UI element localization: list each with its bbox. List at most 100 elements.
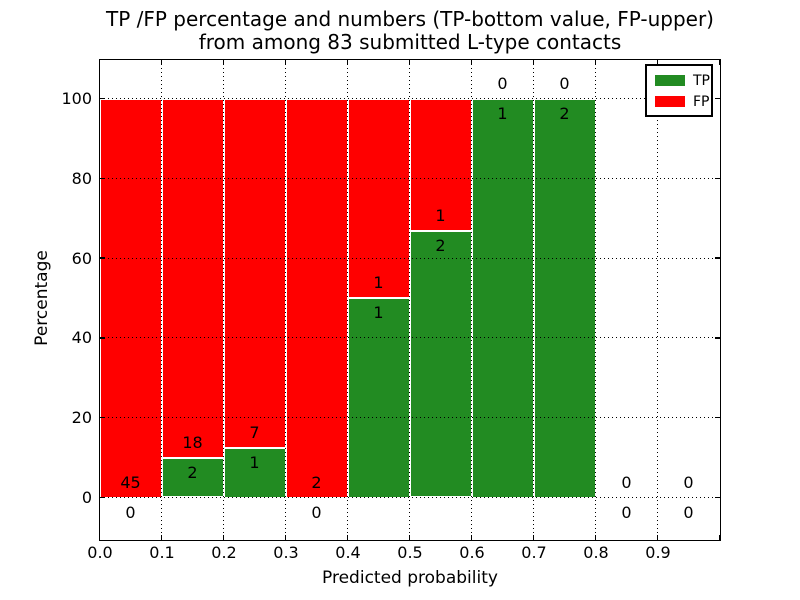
x-tick-mark	[284, 59, 287, 65]
tp-count-label: 1	[373, 303, 384, 322]
tp-count-label: 0	[125, 502, 136, 522]
legend-label: TP	[693, 72, 710, 89]
x-tick-mark	[656, 534, 659, 540]
y-tick-mark	[714, 337, 720, 339]
chart-title-line1: TP /FP percentage and numbers (TP-bottom…	[106, 7, 714, 31]
tp-bar-segment	[223, 447, 286, 498]
fp-count-label: 18	[182, 432, 203, 452]
x-tick-mark	[408, 59, 411, 65]
x-tick-mark	[656, 59, 659, 65]
horizontal-gridline	[99, 177, 720, 179]
x-tick-mark	[408, 534, 411, 540]
x-tick-label: 0.2	[211, 543, 237, 562]
x-tick-mark	[532, 59, 535, 65]
y-tick-mark	[714, 97, 720, 100]
x-tick-mark	[222, 59, 225, 65]
fp-bar-segment	[99, 98, 162, 498]
x-tick-mark	[470, 534, 473, 540]
tp-bar-segment	[533, 98, 596, 498]
fp-count-label: 1	[373, 273, 384, 292]
x-tick-mark	[594, 534, 597, 540]
x-tick-mark	[222, 534, 225, 540]
y-tick-mark	[99, 257, 105, 259]
vertical-gridline	[595, 59, 596, 540]
x-tick-mark	[594, 59, 597, 65]
x-tick-label: 0.0	[87, 543, 113, 562]
tp-count-label: 0	[621, 502, 632, 522]
fp-bar-segment	[347, 98, 410, 298]
tp-count-label: 1	[249, 452, 260, 472]
x-tick-mark	[718, 59, 721, 65]
tp-count-label: 2	[187, 462, 198, 482]
fp-bar-segment	[161, 98, 224, 458]
fp-bar-segment	[223, 98, 286, 448]
fp-count-label: 0	[497, 73, 508, 93]
x-tick-mark	[346, 59, 349, 65]
x-tick-label: 0.9	[645, 543, 671, 562]
x-tick-mark	[160, 534, 163, 540]
x-tick-label: 0.1	[149, 543, 175, 562]
x-tick-mark	[284, 534, 287, 540]
y-tick-label: 40	[71, 328, 92, 348]
legend-item-tp: TP	[655, 72, 711, 89]
vertical-gridline	[285, 59, 286, 540]
y-tick-mark	[714, 496, 720, 499]
tp-count-label: 2	[559, 103, 570, 123]
fp-count-label: 7	[249, 422, 260, 442]
fp-count-label: 0	[621, 472, 632, 492]
vertical-gridline	[223, 59, 224, 540]
y-tick-mark	[714, 257, 720, 259]
y-tick-label: 100	[61, 89, 92, 108]
legend-label: FP	[693, 93, 710, 110]
horizontal-gridline	[99, 98, 720, 99]
horizontal-gridline	[99, 337, 720, 339]
fp-count-label: 0	[559, 73, 570, 93]
y-tick-label: 20	[71, 408, 92, 428]
horizontal-gridline	[99, 417, 720, 419]
vertical-gridline	[471, 59, 472, 540]
fp-count-label: 0	[683, 472, 694, 492]
x-tick-mark	[718, 534, 721, 540]
x-tick-label: 0.6	[459, 543, 485, 562]
y-tick-mark	[99, 416, 105, 419]
fp-bar-segment	[409, 98, 472, 232]
y-tick-mark	[99, 496, 105, 499]
vertical-gridline	[657, 59, 658, 540]
x-tick-mark	[98, 59, 101, 65]
tp-bar-segment	[347, 298, 410, 498]
tp-count-label: 0	[683, 502, 694, 522]
horizontal-gridline	[99, 497, 720, 498]
tp-legend-swatch	[655, 75, 685, 86]
vertical-gridline	[161, 59, 162, 540]
plot-area: 45 0 18 2 7 1 2 0 1 1 1 2 0 1 0 2 0 0 0 0	[98, 58, 721, 541]
vertical-gridline	[409, 59, 410, 540]
vertical-gridline	[533, 59, 534, 540]
x-tick-mark	[160, 59, 163, 65]
x-axis-label: Predicted probability	[322, 568, 498, 588]
x-tick-label: 0.7	[521, 543, 547, 562]
x-tick-label: 0.8	[583, 543, 609, 562]
y-tick-mark	[714, 416, 720, 419]
y-tick-label: 80	[71, 168, 92, 188]
tp-bar-segment	[471, 98, 534, 498]
chart-title-line2: from among 83 submitted L-type contacts	[198, 30, 622, 54]
x-tick-label: 0.5	[397, 543, 423, 562]
legend-item-fp: FP	[655, 93, 711, 110]
y-tick-label: 60	[71, 248, 92, 268]
y-tick-mark	[99, 177, 105, 180]
fp-bar-segment	[285, 98, 348, 498]
tp-bar-segment	[161, 457, 224, 498]
horizontal-gridline	[99, 257, 720, 259]
x-tick-label: 0.4	[335, 543, 361, 562]
x-tick-mark	[532, 534, 535, 540]
tp-bar-segment	[409, 231, 472, 498]
y-tick-mark	[99, 337, 105, 339]
tp-count-label: 2	[435, 236, 446, 256]
fp-count-label: 1	[435, 206, 446, 226]
x-tick-mark	[98, 534, 101, 540]
y-tick-mark	[714, 177, 720, 180]
x-tick-mark	[470, 59, 473, 65]
tp-count-label: 1	[497, 103, 508, 123]
chart-title: TP /FP percentage and numbers (TP-bottom…	[100, 8, 720, 54]
